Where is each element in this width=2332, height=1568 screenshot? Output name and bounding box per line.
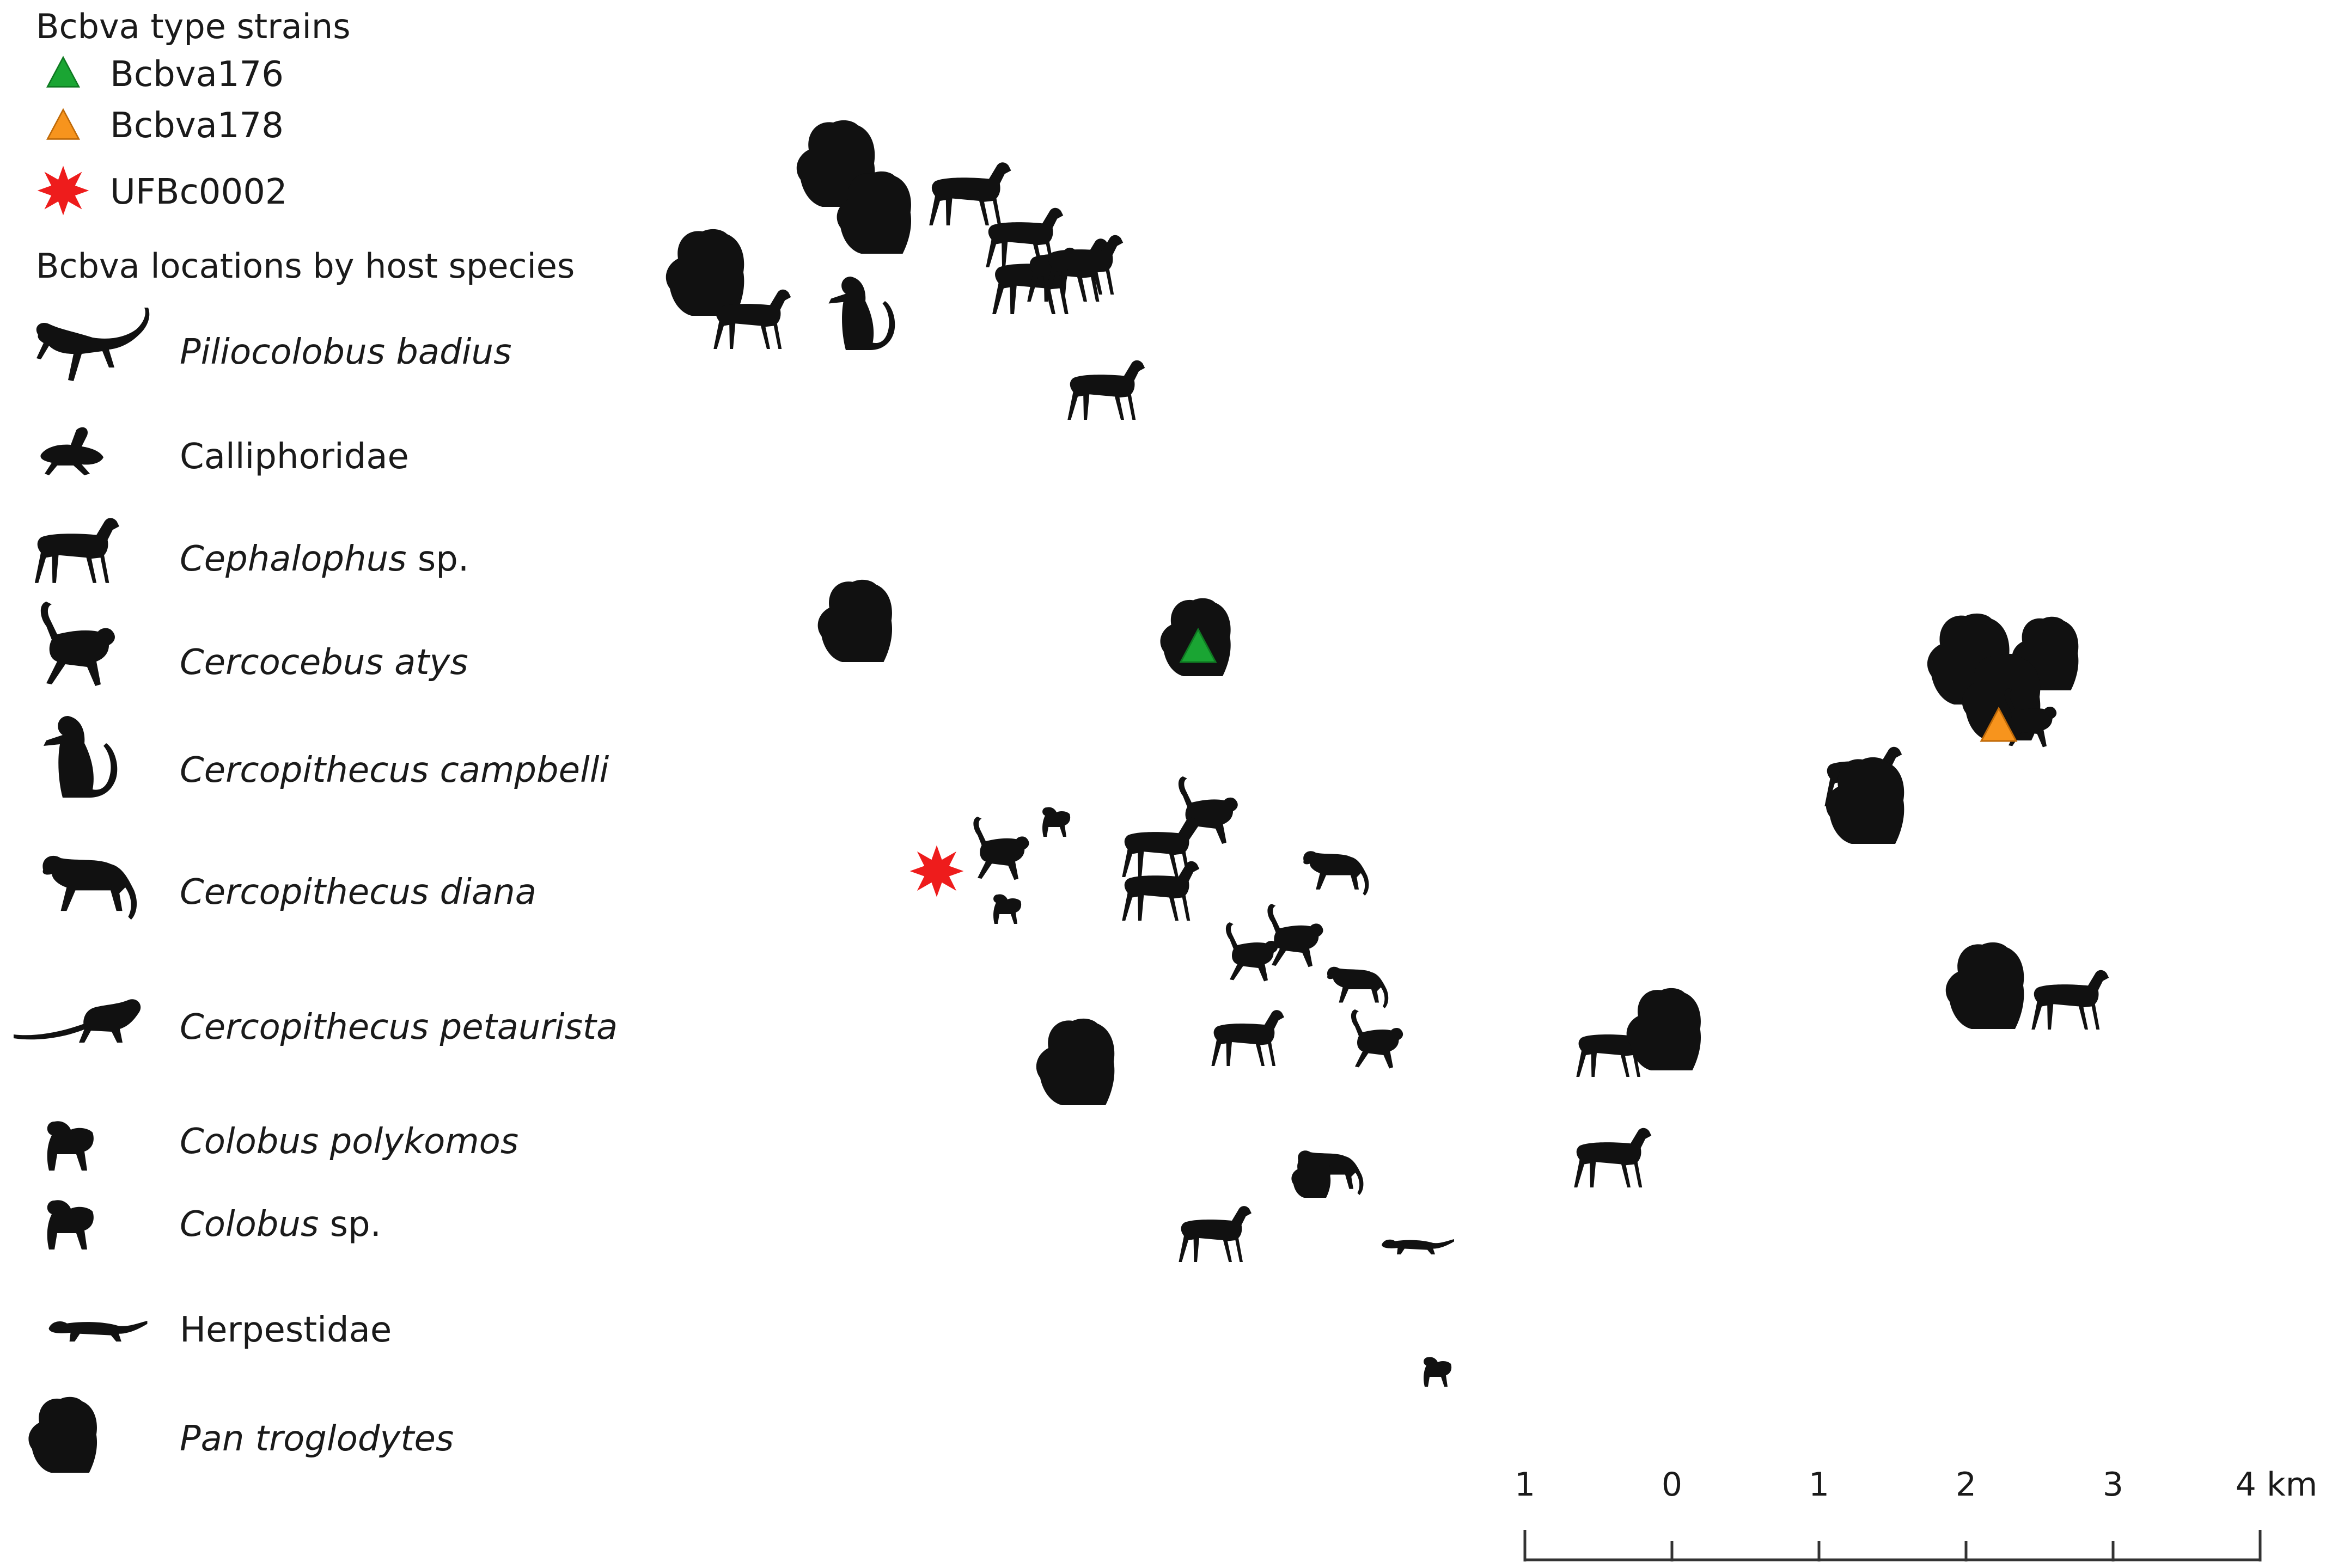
host-label-colobus-polykomos: Colobus polykomos bbox=[180, 1122, 518, 1162]
ufbc0002-location-marker bbox=[909, 845, 964, 897]
host-name: Calliphoridae bbox=[180, 437, 409, 477]
mangabey-icon bbox=[40, 602, 115, 686]
fly-icon bbox=[40, 427, 104, 475]
chimpanzee-location-icon bbox=[1291, 1154, 1331, 1198]
host-name: Cercopithecus petaurista bbox=[180, 1007, 618, 1048]
host-label-pan: Pan troglodytes bbox=[180, 1419, 454, 1459]
scale-bar-line bbox=[1523, 1530, 2262, 1561]
colobus-location-icon bbox=[1042, 807, 1071, 837]
scale-bar: 1 0 1 2 3 4 km bbox=[1492, 1459, 2325, 1568]
host-label-diana: Cercopithecus diana bbox=[180, 872, 536, 912]
strain-label-bcbva176: Bcbva176 bbox=[110, 54, 284, 95]
bcbva178-triangle-icon bbox=[46, 109, 80, 140]
chimpanzee-icon bbox=[28, 1396, 97, 1473]
mangabey-location-icon bbox=[1225, 922, 1278, 982]
host-suffix: sp. bbox=[319, 1204, 381, 1245]
host-label-cephalophus: Cephalophus sp. bbox=[180, 539, 469, 579]
chimpanzee-location-icon bbox=[817, 579, 893, 662]
ufbc0002-star-icon bbox=[37, 166, 89, 216]
host-name: Cercopithecus campbelli bbox=[180, 750, 609, 791]
host-label-petaurista: Cercopithecus petaurista bbox=[180, 1007, 618, 1048]
diana-monkey-icon bbox=[42, 855, 137, 920]
hosts-heading: Bcbva locations by host species bbox=[36, 246, 575, 286]
chimpanzee-location-icon bbox=[1945, 942, 2024, 1029]
chimpanzee-location-icon bbox=[1626, 988, 1701, 1070]
duiker-location-icon bbox=[1211, 1010, 1284, 1066]
host-name: Colobus polykomos bbox=[180, 1122, 519, 1162]
diana-monkey-location-icon bbox=[1303, 851, 1369, 896]
scale-tick-label: 1 bbox=[1514, 1466, 1536, 1504]
colobus-location-icon bbox=[1424, 1357, 1452, 1387]
diana-monkey-location-icon bbox=[1327, 966, 1389, 1008]
bcbva176-triangle-icon bbox=[46, 57, 80, 88]
scale-tick-label: 0 bbox=[1661, 1466, 1683, 1504]
colobus-location-icon bbox=[993, 894, 1022, 924]
scale-tick-label: 1 bbox=[1808, 1466, 1830, 1504]
host-name: Cephalophus bbox=[180, 539, 407, 579]
mangabey-location-icon bbox=[1351, 1009, 1403, 1069]
campbell-monkey-icon bbox=[44, 716, 118, 798]
host-label-cercocebus: Cercocebus atys bbox=[180, 642, 468, 683]
campbell-monkey-location-icon bbox=[828, 277, 895, 350]
host-label-campbelli: Cercopithecus campbelli bbox=[180, 750, 609, 791]
duiker-location-icon bbox=[1122, 861, 1200, 921]
piliocolobus-icon bbox=[36, 308, 150, 381]
colobus-icon bbox=[47, 1200, 94, 1250]
chimpanzee-location-icon bbox=[1036, 1018, 1115, 1105]
mongoose-location-icon bbox=[1382, 1239, 1454, 1254]
strains-heading: Bcbva type strains bbox=[36, 7, 351, 46]
duiker-location-icon bbox=[929, 162, 1011, 225]
mongoose-icon bbox=[48, 1320, 148, 1342]
duiker-location-icon bbox=[2031, 970, 2109, 1030]
mangabey-location-icon bbox=[1267, 904, 1323, 967]
host-name: Piliocolobus badius bbox=[180, 332, 512, 372]
host-name: Cercocebus atys bbox=[180, 642, 468, 683]
scale-tick-label: 3 bbox=[2102, 1466, 2124, 1504]
duiker-location-icon bbox=[1067, 360, 1145, 420]
host-suffix: sp. bbox=[406, 539, 469, 579]
host-label-piliocolobus: Piliocolobus badius bbox=[180, 332, 511, 372]
strain-label-bcbva178: Bcbva178 bbox=[110, 106, 284, 146]
host-label-calliphoridae: Calliphoridae bbox=[180, 437, 409, 477]
duiker-icon bbox=[34, 518, 119, 583]
duiker-location-icon bbox=[1574, 1128, 1652, 1187]
colobus-polykomos-icon bbox=[47, 1121, 94, 1171]
duiker-location-icon bbox=[1179, 1206, 1252, 1262]
host-name: Herpestidae bbox=[180, 1310, 392, 1350]
scale-tick-label: 4 km bbox=[2235, 1466, 2318, 1504]
host-name: Colobus bbox=[180, 1204, 319, 1245]
host-name: Pan troglodytes bbox=[180, 1419, 454, 1459]
chimpanzee-location-icon bbox=[666, 229, 744, 316]
petaurista-icon bbox=[14, 999, 141, 1043]
host-label-herpestidae: Herpestidae bbox=[180, 1310, 392, 1350]
map-legend: Bcbva type strains Bcbva176 Bcbva178 UFB… bbox=[0, 0, 626, 1568]
host-label-colobus: Colobus sp. bbox=[180, 1204, 381, 1245]
strain-label-ufbc0002: UFBc0002 bbox=[110, 172, 288, 212]
scale-tick-label: 2 bbox=[1955, 1466, 1977, 1504]
host-name: Cercopithecus diana bbox=[180, 872, 536, 912]
mangabey-location-icon bbox=[973, 817, 1029, 880]
host-locations-layer bbox=[666, 120, 2109, 1387]
